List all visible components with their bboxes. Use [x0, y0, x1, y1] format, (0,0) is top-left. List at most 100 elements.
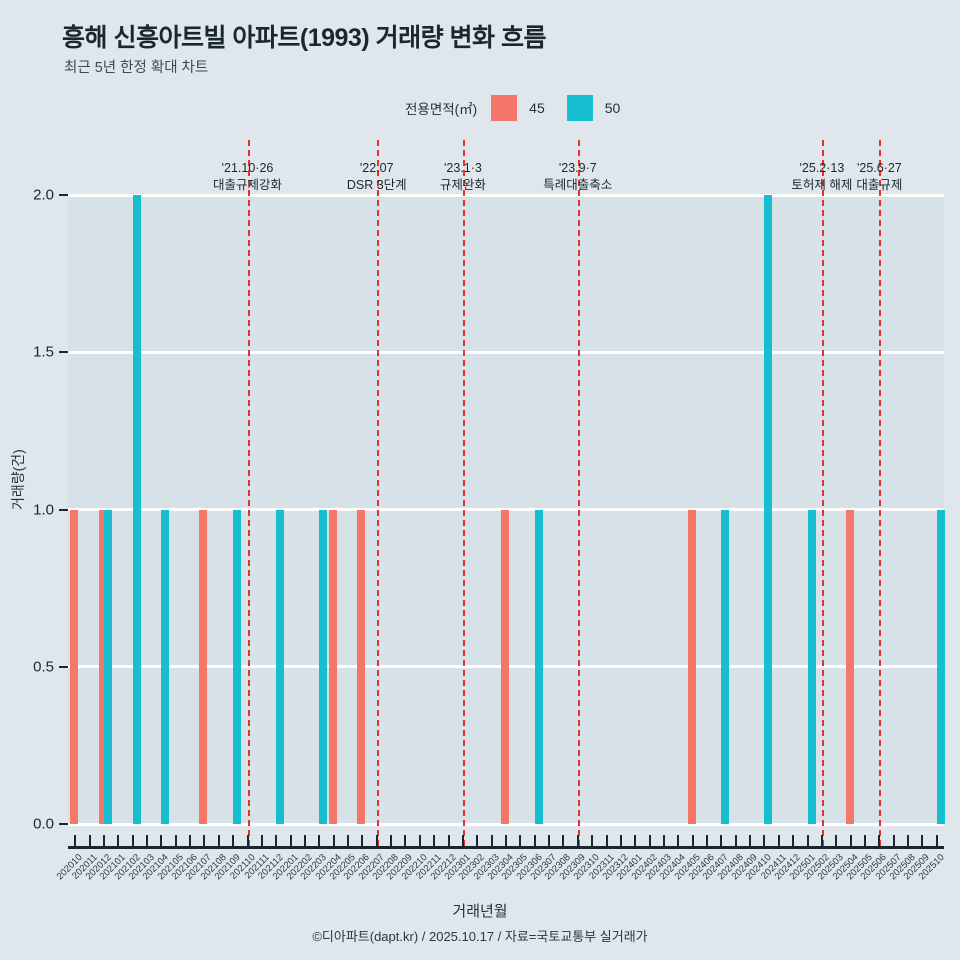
annotation-text: 토허제 해제: [791, 177, 853, 192]
bar-202204-45: [328, 509, 337, 824]
x-axis-tick-mark: [131, 835, 134, 847]
annotation-date: '23.1·3: [443, 161, 482, 175]
x-axis-tick-mark: [476, 835, 479, 847]
y-axis-tick-label: 2.0: [33, 186, 54, 204]
x-axis-tick-mark: [864, 835, 867, 847]
bar-202102-50: [132, 195, 141, 824]
bar-202012-50: [103, 509, 112, 824]
x-axis-tick-mark: [260, 835, 263, 847]
x-axis-tick-mark: [720, 835, 723, 847]
x-axis-tick-mark: [390, 835, 393, 847]
y-axis-tick-mark: [59, 823, 68, 825]
x-axis-tick-mark: [375, 835, 378, 847]
bar-202510-50: [936, 509, 945, 824]
x-axis-tick-mark: [203, 835, 206, 847]
x-axis-tick-mark: [591, 835, 594, 847]
bar-202112-50: [276, 509, 285, 824]
x-axis-tick-mark: [303, 835, 306, 847]
x-axis-tick-mark: [792, 835, 795, 847]
gridline: [68, 350, 944, 354]
bar-202410-50: [764, 195, 773, 824]
gridline: [68, 193, 944, 197]
x-axis-tick-mark: [763, 835, 766, 847]
x-axis-tick-mark: [461, 835, 464, 847]
x-axis-tick-mark: [519, 835, 522, 847]
annotation-date: '23.9·7: [558, 161, 597, 175]
y-axis-title: 거래량(건): [10, 449, 26, 510]
annotation-date: '25.6·27: [856, 161, 902, 175]
y-axis-tick-mark: [59, 351, 68, 354]
bar-202306-50: [534, 509, 543, 824]
gridline: [68, 822, 944, 826]
x-axis-tick-mark: [734, 835, 737, 847]
x-axis-tick-mark: [404, 835, 407, 847]
y-axis-tick-label: 1.0: [33, 501, 54, 518]
x-axis-tick-mark: [749, 835, 752, 847]
footer-credit: ©디아파트(dapt.kr) / 2025.10.17 / 자료=국토교통부 실…: [312, 929, 648, 944]
annotation-date: '22.07: [359, 161, 394, 175]
x-axis-tick-mark: [490, 835, 493, 847]
annotation-text: 특례대출축소: [543, 177, 613, 192]
x-axis-tick-mark: [849, 835, 852, 847]
y-axis-tick-mark: [59, 665, 68, 668]
x-axis-tick-mark: [217, 835, 220, 847]
x-axis-tick-mark: [289, 835, 292, 847]
annotation-line-202506: [879, 140, 882, 846]
x-axis-tick-mark: [117, 835, 120, 847]
x-axis-tick-mark: [88, 835, 91, 847]
x-axis-tick-mark: [189, 835, 192, 847]
x-axis-tick-mark: [361, 835, 364, 847]
bar-202405-45: [687, 509, 696, 824]
page-subtitle: 최근 5년 한정 확대 차트: [64, 60, 209, 76]
x-axis-tick-mark: [634, 835, 637, 847]
x-axis-tick-mark: [418, 835, 421, 847]
legend-title: 전용면적(㎡): [405, 102, 478, 117]
bar-202304-45: [501, 509, 509, 824]
x-axis-tick-mark: [806, 835, 809, 847]
x-axis-tick-mark: [648, 835, 651, 847]
annotation-date: '25.2·13: [799, 161, 845, 175]
x-axis-tick-mark: [505, 835, 507, 847]
x-axis-tick-mark: [562, 835, 565, 847]
annotation-text: 대출규제강화: [212, 177, 283, 192]
annotation-202207: '22.07 DSR 3단계: [347, 160, 407, 194]
annotation-text: 대출규제: [856, 177, 903, 192]
annotation-text: 규제완화: [439, 177, 486, 192]
x-axis-tick-mark: [145, 835, 148, 847]
legend-swatch-45: [491, 95, 518, 121]
x-axis-title: 거래년월: [452, 903, 508, 920]
x-axis-tick-mark: [246, 835, 249, 847]
x-axis-tick-mark: [332, 835, 335, 847]
x-axis-tick-mark: [548, 835, 551, 847]
x-axis-tick-mark: [619, 835, 622, 847]
annotation-202110: '21.10·26 대출규제강화: [213, 160, 282, 194]
x-axis-tick-mark: [892, 835, 895, 847]
x-axis-tick-mark: [662, 835, 665, 847]
bar-202501-50: [807, 509, 816, 824]
y-axis-tick-label: 1.5: [33, 343, 54, 361]
x-axis-tick-mark: [605, 835, 608, 847]
x-axis-tick-mark: [275, 835, 278, 847]
legend: 전용면적(㎡) 45 50: [405, 95, 620, 121]
annotation-202309: '23.9·7 특례대출축소: [543, 160, 612, 194]
x-axis-tick-mark: [820, 835, 823, 847]
x-axis-line: [68, 846, 944, 849]
bar-202104-50: [161, 509, 170, 824]
bar-202206-45: [357, 509, 366, 824]
x-axis-tick-mark: [835, 835, 838, 847]
annotation-line-202207: [376, 140, 379, 846]
annotation-202502: '25.2·13 토허제 해제: [791, 160, 852, 194]
x-axis-tick-mark: [533, 835, 536, 847]
x-axis-tick-mark: [907, 835, 910, 847]
legend-label-45: 45: [529, 100, 545, 116]
x-axis-tick-mark: [921, 835, 924, 847]
x-axis-tick-mark: [706, 835, 709, 847]
annotation-202506: '25.6·27 대출규제: [856, 160, 902, 194]
legend-swatch-50: [566, 95, 593, 121]
plot-area: [68, 140, 945, 846]
x-axis-tick-mark: [935, 835, 938, 847]
x-axis-tick-mark: [174, 835, 177, 847]
annotation-line-202309: [577, 140, 580, 846]
y-axis-tick-mark: [59, 194, 68, 196]
